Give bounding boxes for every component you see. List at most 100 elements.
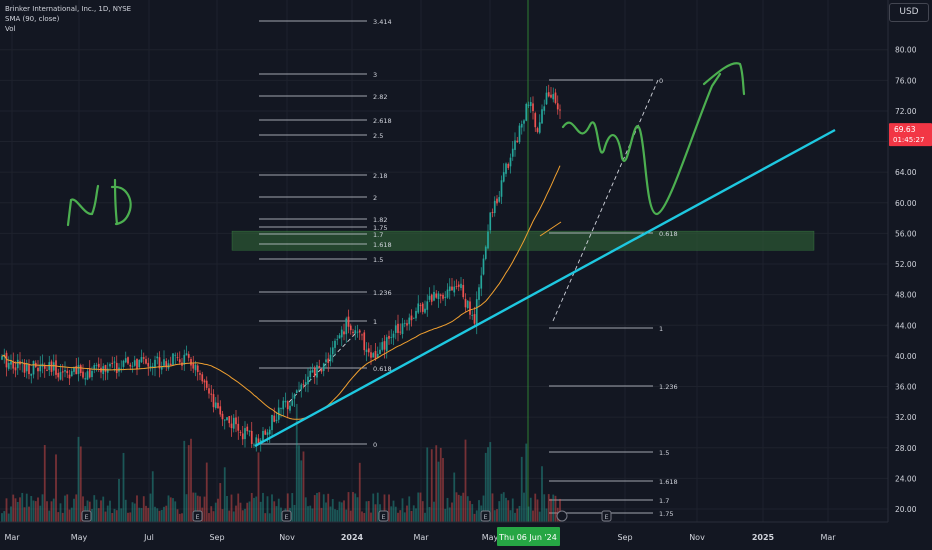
- candle-body: [156, 356, 159, 359]
- volume-bar: [124, 499, 127, 522]
- candle-body: [91, 370, 93, 378]
- volume-bar: [167, 495, 170, 522]
- volume-legend[interactable]: Vol: [5, 25, 16, 33]
- volume-bar: [25, 493, 28, 522]
- volume-bar: [320, 507, 323, 522]
- candle-body: [178, 359, 181, 363]
- volume-bar: [5, 498, 8, 522]
- volume-bar: [174, 501, 177, 522]
- volume-bar: [61, 512, 64, 522]
- volume-bar: [223, 467, 226, 522]
- volume-bar: [329, 506, 332, 522]
- volume-bar: [129, 512, 132, 522]
- volume-bar: [250, 492, 253, 522]
- candle-body: [446, 289, 449, 298]
- candle-body: [316, 365, 318, 378]
- candle-body: [399, 331, 402, 333]
- volume-bar: [275, 506, 278, 522]
- candle-body: [370, 352, 372, 358]
- candlesticks: [1, 84, 561, 452]
- candle-body: [453, 286, 456, 293]
- volume-bar: [424, 512, 426, 522]
- fib-upper-label-13: 1: [373, 318, 377, 326]
- time-axis-bg: [0, 522, 932, 550]
- candle-body: [336, 339, 339, 341]
- volume-bar: [363, 512, 366, 522]
- volume-bar: [1, 513, 3, 522]
- candle-body: [298, 389, 300, 391]
- candle-body: [235, 417, 237, 425]
- volume-bar: [82, 496, 84, 522]
- candle-body: [183, 354, 186, 365]
- volume-bar: [500, 493, 503, 522]
- volume-bar: [221, 509, 224, 522]
- volume-bar: [491, 493, 494, 522]
- volume-bar: [356, 497, 359, 522]
- candle-body: [185, 353, 188, 356]
- volume-bar: [410, 510, 413, 522]
- volume-bar: [151, 471, 154, 522]
- sma-line: [1, 165, 561, 420]
- volume-bar: [7, 513, 10, 522]
- volume-bar: [255, 496, 258, 522]
- volume-bar: [165, 505, 168, 522]
- volume-bar: [160, 509, 163, 522]
- candle-body: [192, 363, 195, 369]
- volume-bar: [37, 497, 39, 522]
- volume-bar: [12, 494, 15, 522]
- candle-body: [455, 285, 458, 287]
- candle-body: [268, 429, 271, 435]
- volume-bar: [113, 508, 116, 522]
- volume-bar: [406, 505, 408, 522]
- candle-body: [246, 426, 249, 432]
- candle-body: [437, 293, 440, 300]
- candle-body: [390, 336, 393, 338]
- volume-bar: [190, 438, 192, 522]
- volume-bar: [77, 436, 80, 522]
- candle-body: [57, 372, 60, 378]
- candle-body: [309, 370, 312, 378]
- candle-body: [525, 103, 528, 121]
- candle-body: [374, 351, 377, 360]
- volume-bar: [194, 492, 197, 522]
- candle-body: [286, 401, 289, 410]
- candle-body: [489, 212, 492, 231]
- volume-bar: [527, 506, 530, 522]
- volume-bar: [392, 500, 395, 522]
- volume-bar: [300, 460, 303, 522]
- volume-bar: [532, 510, 534, 522]
- currency-button[interactable]: USD: [889, 3, 929, 22]
- volume-bar: [298, 445, 300, 522]
- candle-body: [426, 301, 429, 310]
- price-tick-5: 60.00: [895, 199, 917, 208]
- volume-bar: [437, 461, 440, 522]
- time-axis[interactable]: Mar May Jul Sep Nov 2024 Mar May Sep Nov 2025 Mar Th…: [0, 510, 932, 550]
- candle-body: [68, 374, 71, 379]
- volume-bar: [426, 447, 429, 522]
- candle-body: [295, 390, 298, 394]
- price-axis[interactable]: 84.0080.0076.0072.0068.0064.0060.0056.00…: [887, 0, 932, 550]
- candle-body: [493, 200, 496, 214]
- volume-bar: [52, 498, 55, 522]
- price-tick-10: 40.00: [895, 352, 917, 361]
- volume-bar: [394, 506, 397, 522]
- candle-body: [257, 438, 260, 445]
- candle-body: [329, 354, 332, 362]
- fib-lower-label-4: 1.5: [659, 449, 669, 457]
- volume-bar: [383, 494, 386, 522]
- candle-body: [529, 102, 532, 107]
- fib-upper-label-8: 1.75: [373, 224, 387, 232]
- candle-body: [559, 109, 561, 111]
- volume-bar: [496, 509, 498, 522]
- sma-legend[interactable]: SMA (90, close): [5, 15, 60, 23]
- price-tick-9: 44.00: [895, 321, 917, 330]
- fib-upper-label-9: 1.7: [373, 231, 383, 239]
- candle-body: [190, 358, 192, 366]
- earnings-marker-3: [378, 510, 389, 522]
- volume-bar: [534, 493, 537, 522]
- symbol-title[interactable]: Brinker International, Inc., 1D, NYSE: [5, 5, 132, 13]
- volume-bar: [370, 512, 372, 522]
- candle-body: [498, 197, 501, 202]
- volume-bar: [219, 483, 222, 522]
